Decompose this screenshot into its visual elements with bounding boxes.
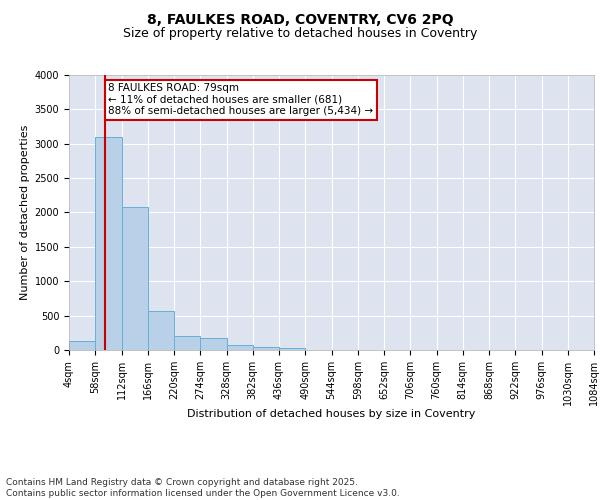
Bar	[200, 338, 227, 350]
Text: 8 FAULKES ROAD: 79sqm
← 11% of detached houses are smaller (681)
88% of semi-det: 8 FAULKES ROAD: 79sqm ← 11% of detached …	[109, 83, 373, 116]
Bar	[174, 336, 200, 350]
Text: Contains HM Land Registry data © Crown copyright and database right 2025.
Contai: Contains HM Land Registry data © Crown c…	[6, 478, 400, 498]
Text: 8, FAULKES ROAD, COVENTRY, CV6 2PQ: 8, FAULKES ROAD, COVENTRY, CV6 2PQ	[146, 12, 454, 26]
Bar	[148, 311, 174, 350]
Bar	[95, 137, 121, 350]
X-axis label: Distribution of detached houses by size in Coventry: Distribution of detached houses by size …	[187, 409, 476, 419]
Text: Size of property relative to detached houses in Coventry: Size of property relative to detached ho…	[123, 28, 477, 40]
Bar	[253, 346, 279, 350]
Bar	[121, 207, 148, 350]
Y-axis label: Number of detached properties: Number of detached properties	[20, 125, 31, 300]
Bar	[279, 348, 305, 350]
Bar	[227, 345, 253, 350]
Bar	[69, 341, 95, 350]
